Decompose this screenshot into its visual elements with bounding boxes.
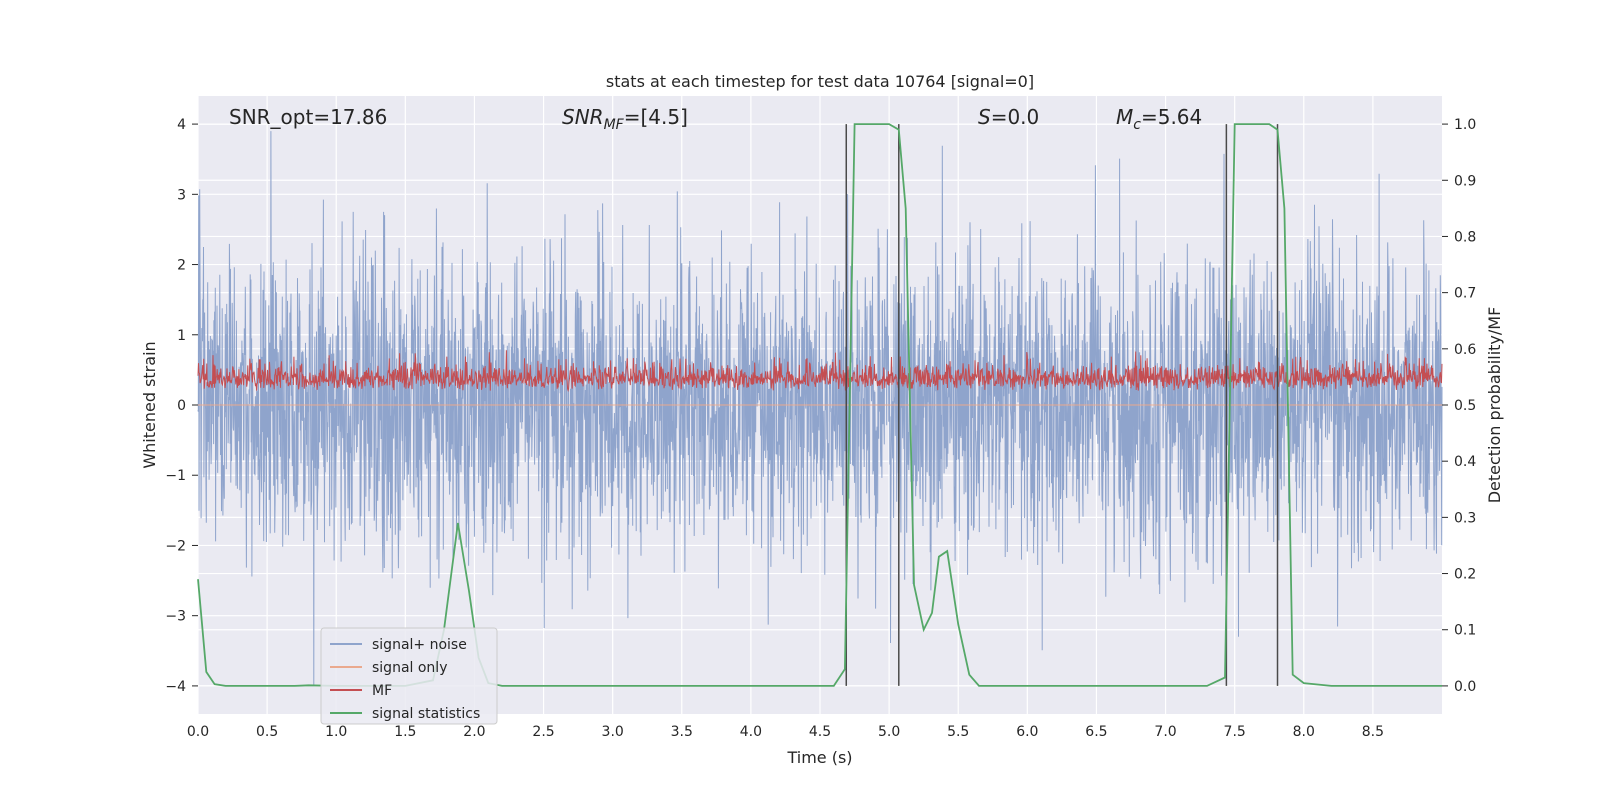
- legend-label: MF: [372, 683, 392, 699]
- x-tick-label: 5.0: [878, 724, 900, 740]
- s-annotation: S=0.0: [978, 105, 1039, 129]
- x-tick-label: 0.0: [187, 724, 209, 740]
- x-axis-label: Time (s): [786, 748, 852, 767]
- x-tick-label: 8.0: [1293, 724, 1315, 740]
- y-left-tick-label: −1: [165, 468, 186, 484]
- x-tick-label: 3.0: [602, 724, 624, 740]
- y-axis-left-label: Whitened strain: [140, 341, 159, 468]
- y-left-tick-label: −2: [165, 538, 186, 554]
- mf-series: [197, 350, 1443, 393]
- x-tick-label: 1.5: [394, 724, 416, 740]
- y-right-tick-label: 0.0: [1454, 679, 1476, 695]
- x-tick-label: 1.0: [325, 724, 347, 740]
- y-right-tick-label: 0.9: [1454, 173, 1476, 189]
- y-right-tick-label: 0.3: [1454, 510, 1476, 526]
- x-tick-label: 2.5: [532, 724, 554, 740]
- chart-title: stats at each timestep for test data 107…: [606, 72, 1034, 91]
- y-right-tick-label: 0.5: [1454, 398, 1476, 414]
- snr-mf-annotation: SNRMF=[4.5]: [562, 105, 688, 133]
- x-tick-label: 8.5: [1362, 724, 1384, 740]
- x-tick-label: 3.5: [671, 724, 693, 740]
- legend-label: signal+ noise: [372, 637, 467, 653]
- y-right-tick-label: 0.2: [1454, 567, 1476, 583]
- y-left-tick-label: 1: [177, 328, 186, 344]
- y-right-tick-label: 0.7: [1454, 286, 1476, 302]
- y-left-tick-label: 2: [177, 258, 186, 274]
- x-tick-label: 5.5: [947, 724, 969, 740]
- mc-annotation: Mc=5.64: [1116, 105, 1202, 133]
- y-axis-right-ticks: 0.0 0.1 0.2 0.3 0.4 0.5 0.6 0.7 0.8 0.9 1.0: [1442, 117, 1476, 695]
- y-left-tick-label: 3: [177, 187, 186, 203]
- y-axis-left-ticks: −4 −3 −2 −1 0 1 2 3 4: [165, 117, 198, 695]
- snr-opt-annotation: SNR_opt=17.86: [229, 105, 387, 129]
- y-left-tick-label: 4: [177, 117, 186, 133]
- y-right-tick-label: 0.4: [1454, 454, 1476, 470]
- legend-label: signal statistics: [372, 706, 480, 722]
- x-tick-label: 2.0: [463, 724, 485, 740]
- y-left-tick-label: −4: [165, 679, 186, 695]
- x-tick-label: 0.5: [256, 724, 278, 740]
- legend-label: signal only: [372, 660, 447, 676]
- legend: signal+ noise signal only MF signal statist…: [320, 627, 498, 725]
- x-tick-label: 7.0: [1154, 724, 1176, 740]
- y-right-tick-label: 0.1: [1454, 623, 1476, 639]
- y-left-tick-label: −3: [165, 609, 186, 625]
- x-tick-label: 6.0: [1016, 724, 1038, 740]
- y-right-tick-label: 0.6: [1454, 342, 1476, 358]
- x-tick-label: 4.5: [809, 724, 831, 740]
- y-right-tick-label: 0.8: [1454, 229, 1476, 245]
- x-tick-label: 4.0: [740, 724, 762, 740]
- y-axis-right-label: Detection probability/MF: [1485, 307, 1504, 504]
- x-axis-ticks: 0.0 0.5 1.0 1.5 2.0 2.5 3.0 3.5 4.0 4.5 5.0 5.5 6.0 6…: [187, 724, 1384, 740]
- legend-box: [320, 627, 498, 725]
- y-left-tick-label: 0: [177, 398, 186, 414]
- x-tick-label: 6.5: [1085, 724, 1107, 740]
- y-right-tick-label: 1.0: [1454, 117, 1476, 133]
- x-tick-label: 7.5: [1224, 724, 1246, 740]
- mf-line: [197, 350, 1443, 393]
